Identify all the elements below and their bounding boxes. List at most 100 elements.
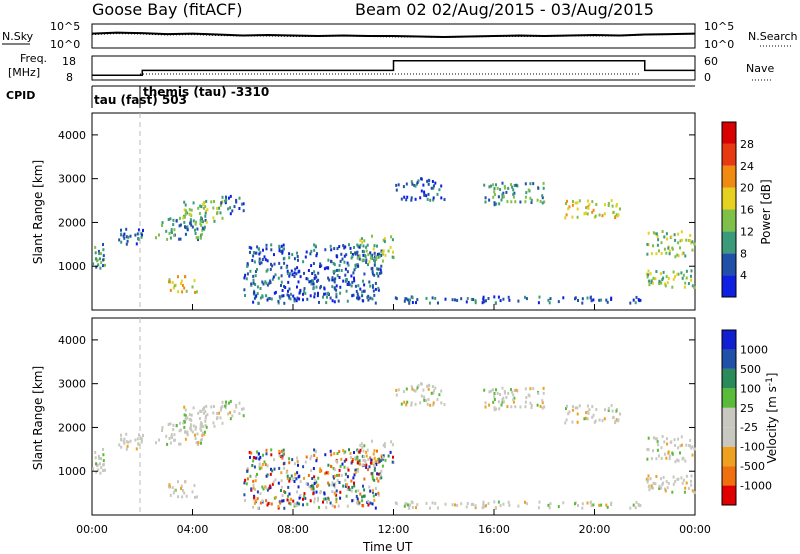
power-cell [202,201,205,205]
power-cell [541,194,544,198]
velocity-cell [334,482,337,486]
velocity-cell [354,456,357,460]
power-cell [216,211,219,214]
power-cell [539,199,542,203]
power-cell [333,280,336,284]
velocity-cell [366,448,369,452]
velocity-cell [443,403,446,406]
power-cell [302,298,304,302]
power-cell [504,186,507,190]
velocity-cell [355,456,358,460]
power-cell [142,228,144,232]
velocity-cell [498,407,501,411]
velocity-cell [252,456,255,459]
velocity-cell [282,499,285,503]
power-cell [343,260,346,264]
velocity-cell [538,500,541,504]
velocity-cell [312,484,315,488]
velocity-cell [288,461,291,465]
velocity-cell [267,501,270,505]
power-cell [543,200,546,204]
velocity-cell [303,494,306,498]
power-cell [224,201,227,205]
velocity-cell [201,433,204,437]
power-cell [525,191,528,195]
power-cell [604,203,606,207]
velocity-cell [571,420,574,424]
velocity-cell [233,410,236,414]
power-cell [378,255,381,259]
velocity-cell [325,506,328,510]
power-cell [264,258,267,262]
velocity-cell [361,463,364,467]
power-cell [327,276,330,280]
power-cell [586,296,589,300]
velocity-cell [466,502,469,505]
power-cell [515,183,518,187]
velocity-cell [262,453,264,457]
power-cell [170,231,173,234]
power-cell [363,250,365,254]
velocity-cell [167,423,170,426]
velocity-cell [137,442,140,446]
power-cell [327,258,330,262]
power-cell [363,289,366,293]
velocity-cell [122,439,125,443]
velocity-cell [363,494,366,498]
velocity-cell [335,493,338,497]
velocity-cell [517,504,520,508]
power-cell [278,249,281,253]
velocity-cell [279,501,282,505]
velocity-cell [297,485,300,489]
power-cell [370,253,373,257]
velocity-cell [414,402,417,406]
velocity-cell [140,440,143,444]
velocity-cell [340,457,343,461]
power-cell [524,182,527,186]
power-cell [221,195,224,199]
power-colorbar-swatch [722,165,736,188]
power-cell [340,252,343,256]
power-cell [282,243,285,247]
velocity-cell [278,449,281,453]
velocity-cell [259,492,262,495]
velocity-cell [274,495,277,499]
power-cell [676,272,679,276]
velocity-cell [183,425,186,429]
power-cell [367,263,369,267]
power-cell [229,194,232,198]
power-cell [309,294,312,298]
velocity-cell [652,436,655,440]
velocity-cell [123,437,126,441]
power-cell [339,291,342,295]
power-cell [664,284,667,288]
velocity-cell [246,477,249,481]
power-cell [361,290,364,294]
power-cell [262,282,265,286]
velocity-cell [406,400,409,404]
velocity-cell [98,456,101,460]
velocity-cell [283,490,286,493]
velocity-cell [242,414,245,418]
velocity-cell [291,458,294,462]
velocity-cell [646,480,649,484]
velocity-cell [416,387,418,391]
velocity-cell [493,500,496,504]
velocity-cell [331,490,334,494]
power-cell [353,279,356,283]
velocity-colorbar-swatch [722,368,736,389]
velocity-cell [315,459,318,463]
power-cell [406,195,409,199]
velocity-cell [357,489,360,493]
velocity-cell [313,482,316,485]
power-cell [229,212,232,216]
power-cell [288,252,291,256]
power-cell [287,280,290,284]
power-cell [182,216,185,220]
velocity-cell [423,398,426,402]
power-cell [423,193,426,197]
power-cell [102,258,105,262]
power-cell [513,184,516,187]
power-cell [253,296,256,300]
power-cell [189,218,192,222]
